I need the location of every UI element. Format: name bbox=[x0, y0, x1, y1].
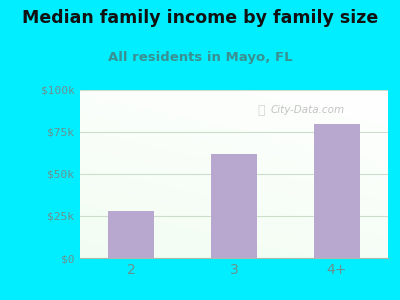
Bar bbox=[108, 211, 154, 258]
Text: City-Data.com: City-Data.com bbox=[271, 105, 345, 115]
Bar bbox=[211, 154, 257, 258]
Text: Median family income by family size: Median family income by family size bbox=[22, 9, 378, 27]
Text: ⓘ: ⓘ bbox=[257, 104, 265, 117]
Text: All residents in Mayo, FL: All residents in Mayo, FL bbox=[108, 51, 292, 64]
Bar bbox=[314, 124, 360, 258]
